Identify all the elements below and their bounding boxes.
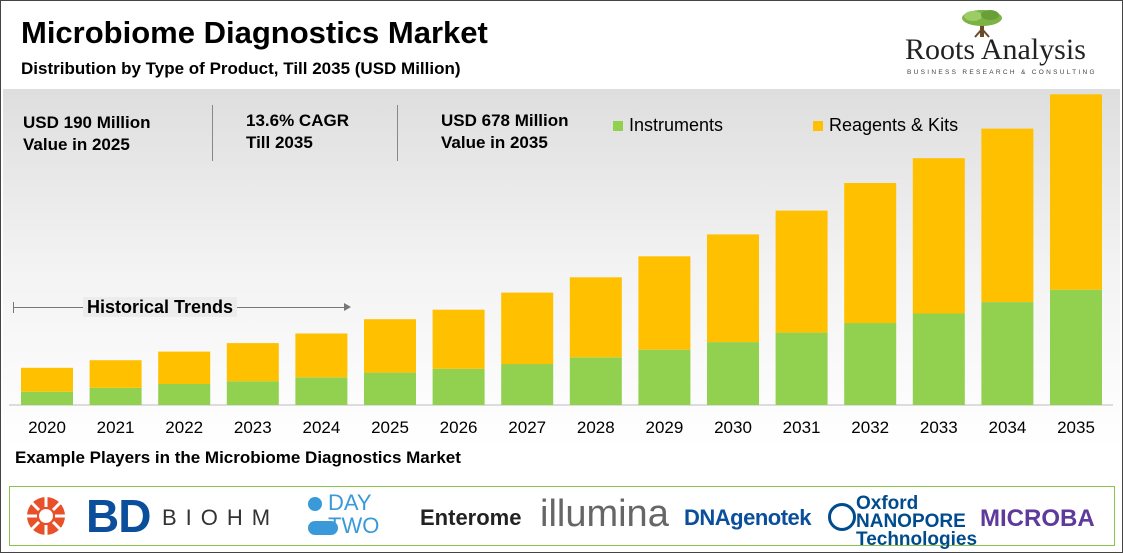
bar-reagents-2026	[432, 309, 485, 369]
logo-dnagenotek: DNAgenotek	[684, 505, 812, 530]
bar-instruments-2033	[912, 313, 965, 405]
bar-instruments-2035	[1050, 289, 1102, 405]
bar-instruments-2027	[501, 364, 554, 405]
legend-label-reagents: Reagents & Kits	[829, 115, 959, 135]
bar-reagents-2029	[638, 256, 691, 350]
bar-reagents-2024	[295, 333, 348, 378]
logo-nanopore: Oxford NANOPORE Technologies	[828, 493, 978, 549]
historical-trends-marker: Historical Trends	[13, 297, 351, 317]
page-title: Microbiome Diagnostics Market	[21, 15, 488, 50]
x-tick-label: 2034	[988, 418, 1026, 437]
bar-instruments-2023	[226, 381, 279, 405]
bar-reagents-2022	[158, 351, 211, 384]
stat-value-2025-label: Value in 2025	[23, 135, 130, 154]
daytwo-dot-icon	[308, 497, 322, 511]
bar-reagents-2032	[844, 183, 897, 324]
bar-instruments-2030	[707, 342, 759, 405]
x-tick-label: 2030	[714, 418, 752, 437]
logo-bd: BD	[86, 490, 151, 542]
legend-item-reagents: Reagents & Kits	[813, 115, 958, 136]
legend-label-instruments: Instruments	[629, 115, 724, 135]
x-tick-label: 2027	[508, 418, 546, 437]
brand-logo: Roots Analysis BUSINESS RESEARCH & CONSU…	[899, 9, 1109, 81]
x-tick-label: 2033	[920, 418, 958, 437]
stat-cagr: 13.6% CAGR Till 2035	[246, 110, 349, 154]
x-tick-label: 2021	[97, 418, 135, 437]
page-subtitle: Distribution by Type of Product, Till 20…	[21, 59, 461, 78]
bar-reagents-2030	[707, 234, 759, 343]
x-tick-label: 2026	[440, 418, 478, 437]
brand-tagline: BUSINESS RESEARCH & CONSULTING	[907, 69, 1097, 76]
daytwo-bar-icon	[308, 521, 338, 535]
bar-reagents-2035	[1050, 94, 1102, 290]
logo-illumina: illumina	[540, 493, 669, 535]
bar-instruments-2025	[364, 372, 416, 405]
x-tick-label: 2025	[371, 418, 409, 437]
players-logo-strip: BD BIOHM DAY TWO Enterome illumina DNAge…	[9, 486, 1115, 549]
bar-reagents-2027	[501, 292, 554, 365]
x-tick-label: 2028	[577, 418, 615, 437]
bar-reagents-2028	[569, 277, 622, 358]
bd-icon	[27, 497, 65, 535]
legend-swatch-reagents	[813, 120, 823, 131]
bar-instruments-2021	[89, 387, 142, 405]
stat-value-2025-amount: USD 190 Million	[23, 113, 151, 132]
bar-instruments-2028	[569, 357, 622, 405]
x-tick-label: 2020	[28, 418, 66, 437]
bar-reagents-2034	[981, 128, 1034, 302]
stat-value-2035: USD 678 Million Value in 2035	[441, 110, 569, 154]
historical-trends-start	[13, 302, 14, 313]
bar-instruments-2020	[21, 391, 73, 405]
x-tick-label: 2023	[234, 418, 272, 437]
historical-trends-label: Historical Trends	[83, 297, 238, 317]
bar-reagents-2023	[226, 343, 279, 382]
logo-biohm: BIOHM	[162, 505, 280, 530]
stat-cagr-label: Till 2035	[246, 133, 313, 152]
arrow-right-icon	[344, 303, 351, 311]
nanopore-ring-icon	[828, 503, 856, 531]
x-tick-label: 2031	[783, 418, 821, 437]
x-tick-label: 2022	[165, 418, 203, 437]
stat-value-2035-label: Value in 2035	[441, 133, 548, 152]
stat-divider	[397, 105, 398, 161]
stacked-bar-chart: 2020 2021 2022 2023 2024 2025 2026 2027 2028 2029…	[9, 94, 1113, 437]
bar-reagents-2020	[21, 367, 73, 392]
bar-instruments-2032	[844, 323, 897, 405]
legend-item-instruments: Instruments	[613, 115, 723, 136]
x-tick-label: 2029	[645, 418, 683, 437]
logo-enterome: Enterome	[420, 505, 522, 530]
x-tick-label: 2024	[302, 418, 340, 437]
stat-divider	[212, 105, 213, 161]
tree-icon	[962, 10, 1002, 38]
bar-reagents-2025	[364, 319, 416, 373]
x-tick-label: 2032	[851, 418, 889, 437]
bar-reagents-2033	[912, 158, 965, 314]
legend-swatch-instruments	[613, 120, 623, 131]
bar-reagents-2031	[775, 210, 828, 333]
logo-nanopore-text: Oxford NANOPORE Technologies	[856, 493, 978, 550]
logo-daytwo-text: DAY TWO	[328, 490, 380, 538]
bar-instruments-2026	[432, 368, 485, 405]
bar-instruments-2034	[981, 302, 1034, 405]
players-title: Example Players in the Microbiome Diagno…	[15, 448, 461, 467]
logo-microba: MICROBA	[980, 505, 1095, 532]
bar-instruments-2024	[295, 377, 348, 405]
stat-value-2025: USD 190 Million Value in 2025	[23, 112, 151, 156]
bar-instruments-2022	[158, 384, 211, 405]
stat-value-2035-amount: USD 678 Million	[441, 111, 569, 130]
x-tick-label: 2035	[1057, 418, 1095, 437]
brand-name: Roots Analysis	[905, 33, 1086, 66]
bar-instruments-2029	[638, 349, 691, 405]
stat-cagr-amount: 13.6% CAGR	[246, 111, 349, 130]
bar-reagents-2021	[89, 360, 142, 388]
logo-daytwo: DAY TWO	[306, 490, 406, 541]
bar-instruments-2031	[775, 332, 828, 405]
